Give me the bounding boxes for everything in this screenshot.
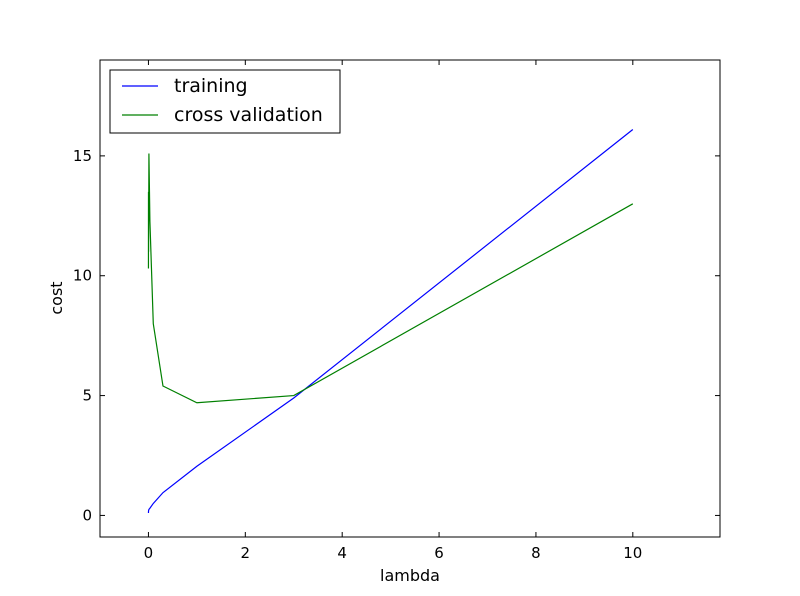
tick-layer: 0 2 4 6 8 10 0 5 10 15 <box>73 60 720 562</box>
legend-box <box>109 69 341 134</box>
y-tick-label: 10 <box>73 267 92 285</box>
x-tick-label: 2 <box>241 544 251 562</box>
y-tick-label: 15 <box>73 147 92 165</box>
x-tick-label: 4 <box>337 544 347 562</box>
series-layer <box>147 129 634 514</box>
plot-background <box>100 60 720 537</box>
series-line-cross-validation <box>147 153 634 404</box>
x-tick-label: 6 <box>434 544 444 562</box>
legend-label-cross-validation: cross validation <box>174 104 323 126</box>
x-tick-label: 10 <box>623 544 642 562</box>
legend: training cross validation <box>109 69 341 134</box>
x-tick-label: 0 <box>144 544 154 562</box>
y-axis-label: cost <box>47 281 66 314</box>
plot-frame <box>99 59 721 538</box>
y-tick-label: 0 <box>82 506 92 524</box>
y-tick-label: 5 <box>82 387 92 405</box>
series-line-training <box>147 129 634 514</box>
x-axis-label: lambda <box>380 566 440 585</box>
legend-label-training: training <box>174 75 248 97</box>
x-tick-label: 8 <box>531 544 541 562</box>
